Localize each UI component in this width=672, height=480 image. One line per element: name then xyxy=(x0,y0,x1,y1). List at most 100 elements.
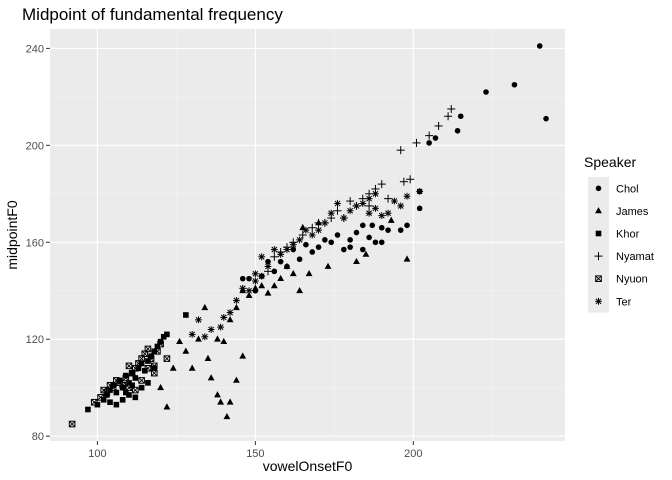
data-point-nyamat xyxy=(425,131,434,140)
data-point-chol xyxy=(536,43,543,49)
data-point-chol xyxy=(511,81,518,88)
data-point-james xyxy=(163,403,171,410)
data-point-ter xyxy=(217,323,225,331)
data-point-ter xyxy=(201,333,209,341)
data-point-ter xyxy=(359,200,367,207)
data-point-james xyxy=(223,412,231,420)
data-point-chol xyxy=(543,115,549,122)
data-point-nyuon xyxy=(154,348,161,355)
data-point-ter xyxy=(378,212,386,220)
data-point-ter xyxy=(308,231,316,239)
chart-title: Midpoint of fundamental frequency xyxy=(22,5,283,24)
data-point-chol xyxy=(378,239,385,246)
data-point-nyuon xyxy=(157,340,164,348)
data-point-nyuon xyxy=(113,377,120,384)
data-point-khor xyxy=(138,384,145,391)
data-point-james xyxy=(176,337,183,345)
data-point-chol xyxy=(328,239,334,246)
legend-symbol-ter xyxy=(595,297,602,305)
data-point-james xyxy=(214,391,221,398)
legend-label: Ter xyxy=(616,296,632,308)
data-point-nyuon xyxy=(122,374,130,382)
data-point-chol xyxy=(426,140,432,146)
data-point-chol xyxy=(369,222,376,229)
data-point-chol xyxy=(341,246,347,253)
data-point-nyuon xyxy=(150,362,158,370)
data-point-chol xyxy=(359,246,366,253)
data-point-khor xyxy=(85,406,91,413)
legend-title: Speaker xyxy=(584,154,636,170)
data-point-ter xyxy=(372,204,379,212)
data-point-nyuon xyxy=(138,377,145,384)
data-point-ter xyxy=(365,195,373,203)
data-point-james xyxy=(324,262,332,269)
legend-item-james: James xyxy=(588,199,649,223)
data-point-nyamat xyxy=(412,138,421,147)
data-point-chol xyxy=(454,127,461,134)
data-point-chol xyxy=(290,246,297,253)
data-point-chol xyxy=(271,268,278,275)
data-point-nyamat xyxy=(270,252,279,261)
data-point-chol xyxy=(353,229,360,236)
data-point-chol xyxy=(303,241,309,248)
data-point-nyuon xyxy=(132,386,139,394)
data-point-james xyxy=(270,282,278,289)
legend-symbol-chol xyxy=(595,185,602,192)
data-point-khor xyxy=(132,394,139,401)
data-point-nyuon xyxy=(125,362,133,370)
y-tick-label: 200 xyxy=(26,140,44,152)
data-point-nyuon xyxy=(163,355,171,362)
legend-symbol-khor xyxy=(595,230,602,237)
data-point-ter xyxy=(289,241,297,249)
data-point-ter xyxy=(258,272,266,280)
data-point-ter xyxy=(372,190,379,198)
data-point-nyamat xyxy=(399,177,408,186)
data-point-james xyxy=(182,347,190,354)
legend-symbol-nyamat xyxy=(594,252,603,261)
data-point-khor xyxy=(126,392,132,398)
data-point-james xyxy=(217,398,225,405)
series-ter xyxy=(188,187,424,341)
data-point-chol xyxy=(378,224,385,231)
data-point-james xyxy=(239,352,247,359)
data-point-james xyxy=(226,398,234,405)
legend-symbol-nyuon xyxy=(595,275,602,282)
data-point-nyuon xyxy=(97,394,104,401)
data-point-chol xyxy=(322,237,328,243)
legend: Speaker Chol James Khor Nyamat Nyuon Ter xyxy=(584,154,654,313)
data-point-khor xyxy=(113,389,120,396)
data-point-khor xyxy=(160,333,167,340)
data-point-nyuon xyxy=(119,381,126,389)
data-point-james xyxy=(403,255,411,262)
data-point-ter xyxy=(340,214,348,222)
data-point-james xyxy=(233,303,240,311)
data-point-ter xyxy=(277,250,285,258)
data-point-ter xyxy=(302,226,310,234)
data-point-nyuon xyxy=(100,386,108,394)
data-point-ter xyxy=(346,207,354,215)
data-points xyxy=(68,43,549,428)
data-point-ter xyxy=(264,263,272,270)
data-point-khor xyxy=(183,312,189,318)
y-axis-title: midpointF0 xyxy=(4,200,20,269)
data-point-james xyxy=(220,337,228,345)
legend-label: Chol xyxy=(616,183,639,195)
y-tick-label: 240 xyxy=(26,43,44,55)
data-point-james xyxy=(362,250,370,257)
data-point-ter xyxy=(403,192,411,200)
data-point-ter xyxy=(258,253,266,261)
series-james xyxy=(157,216,411,420)
plot-panel xyxy=(50,29,565,441)
data-point-nyuon xyxy=(144,364,152,372)
data-point-chol xyxy=(265,258,271,265)
data-point-nyuon xyxy=(68,420,76,428)
data-point-chol xyxy=(347,244,353,250)
data-point-ter xyxy=(327,209,335,217)
x-tick-label: 100 xyxy=(88,448,106,460)
data-point-james xyxy=(195,335,202,342)
data-point-nyamat xyxy=(396,146,405,155)
data-point-ter xyxy=(207,326,215,333)
data-point-nyamat xyxy=(333,206,342,215)
data-point-james xyxy=(251,284,259,291)
